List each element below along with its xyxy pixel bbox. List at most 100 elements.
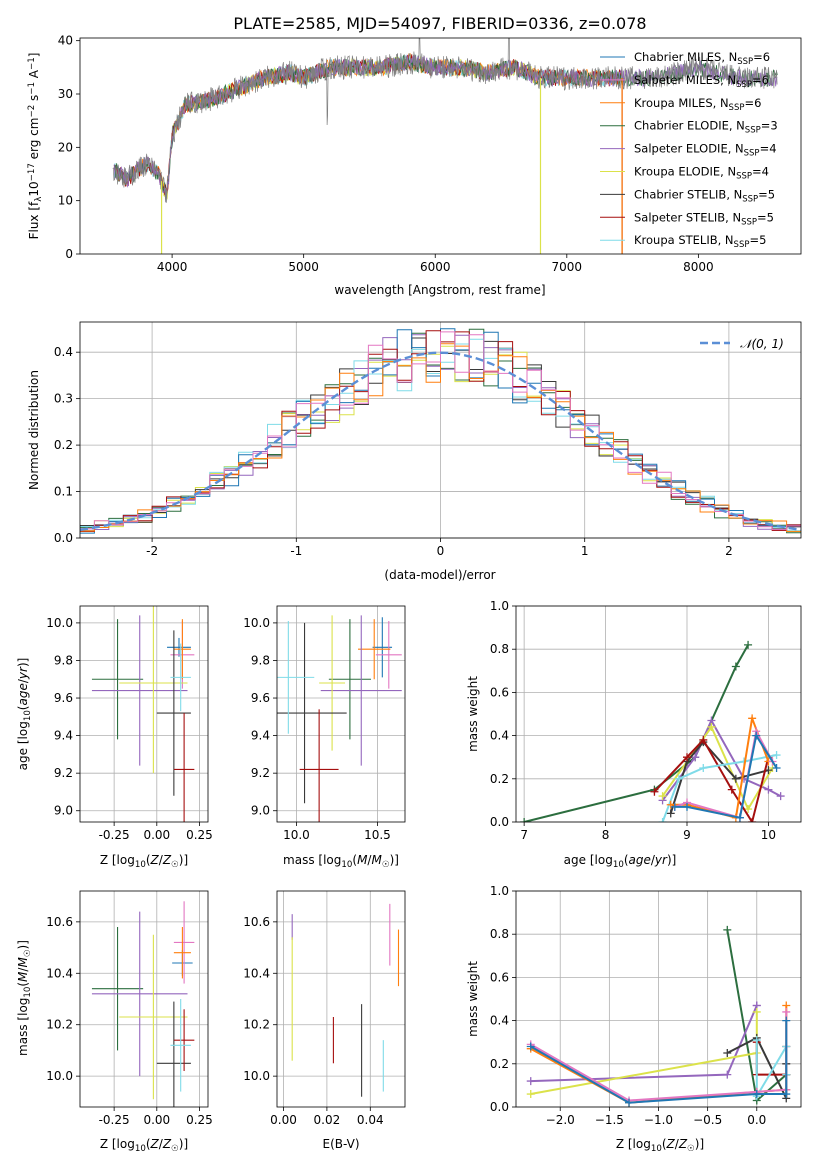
legend-label: Salpeter ELODIE, NSSP=4 (634, 142, 777, 159)
label-part: ] (27, 53, 41, 58)
x-axis-label: Z [log10(Z/Z☉)] (616, 1137, 704, 1154)
legend-label: Salpeter STELIB, NSSP=5 (634, 210, 774, 227)
plot-area (526, 925, 791, 1107)
x-tick-label: 0.00 (143, 828, 170, 842)
y-tick-label: 0.3 (54, 392, 73, 406)
x-tick-label: −2.0 (546, 1113, 575, 1127)
label-part: age (16, 683, 30, 705)
label-part: −2 (27, 105, 37, 118)
axes-frame (276, 605, 406, 823)
weight-marker-kroupa_elodie (752, 1007, 761, 1016)
weight-marker-salpeter_elodie (764, 785, 773, 794)
label-part: / (675, 1137, 680, 1151)
x-tick-label: 7 (520, 828, 528, 842)
label-part: M (16, 957, 30, 968)
legend-text: Kroupa MILES, N (634, 96, 729, 110)
label-part: ☉ (171, 1144, 179, 1154)
legend-text: Kroupa STELIB, N (634, 233, 734, 247)
legend-label: 𝒩(0, 1) (740, 337, 784, 351)
x-tick-label: 1 (581, 544, 589, 558)
y-axis-label: mass weight (466, 676, 480, 752)
legend-text: Chabrier MILES, N (634, 50, 737, 64)
label-part: mass [log (16, 998, 30, 1056)
legend-suffix: =3 (761, 119, 778, 133)
histogram-kroupa_miles (80, 343, 801, 532)
legend-label: Chabrier ELODIE, NSSP=3 (634, 119, 778, 136)
x-tick-label: 9 (683, 828, 691, 842)
y-tick-label: 0.0 (54, 531, 73, 545)
x-tick-label: −0.5 (693, 1113, 722, 1127)
x-tick-label: -2 (146, 544, 158, 558)
legend-text: Chabrier ELODIE, N (634, 119, 745, 133)
y-tick-label: 1.0 (490, 884, 509, 898)
plot-area (520, 640, 785, 822)
y-axis-label: mass [log10(M/M☉)] (16, 940, 33, 1056)
y-tick-label: 0.2 (490, 1057, 509, 1071)
label-part: / (16, 967, 30, 972)
label-part: M (16, 971, 30, 982)
legend-label: Chabrier STELIB, NSSP=5 (634, 187, 775, 204)
label-part: Z (666, 1137, 676, 1151)
label-part: ( (146, 853, 151, 867)
y-tick-label: 0.6 (490, 685, 509, 699)
label-part: Z [log (100, 1137, 135, 1151)
label-part: 10 (341, 860, 352, 870)
x-tick-label: 0 (437, 544, 445, 558)
y-tick-label: 10.6 (46, 915, 73, 929)
axes-frame (79, 605, 209, 823)
legend-label: Kroupa ELODIE, NSSP=4 (634, 165, 769, 182)
label-part: )] (179, 1137, 188, 1151)
weight-marker-chabrier_stelib (731, 774, 740, 783)
y-tick-label: 20 (58, 140, 73, 154)
weight-vs-Z-panel: −2.0 −1.5 −1.0 −0.5 0.0 0.0 0.2 0.4 0.6 0.8 1.0 mas… (466, 884, 802, 1154)
weight-marker-chabrier_miles (735, 813, 744, 822)
label-part: ( (16, 982, 30, 987)
x-tick-label: 0.0 (747, 1113, 766, 1127)
label-part: M (357, 853, 368, 867)
y-tick-label: 0.4 (490, 729, 509, 743)
legend-sub: SSP (734, 240, 750, 250)
label-part: Z (162, 1137, 172, 1151)
y-tick-label: 9.6 (54, 691, 73, 705)
y-tick-label: 0.0 (490, 1100, 509, 1114)
label-part: ( (662, 1137, 667, 1151)
y-tick-label: 0.8 (490, 642, 509, 656)
x-tick-label: -1 (290, 544, 302, 558)
y-tick-label: 9.0 (54, 804, 73, 818)
weight-marker-salpeter_elodie (723, 1070, 732, 1079)
y-tick-label: 10.0 (243, 616, 270, 630)
label-part: Z (162, 853, 172, 867)
y-tick-label: 40 (58, 34, 73, 48)
label-part: 10 (27, 181, 41, 196)
label-part: −1 (27, 82, 37, 95)
legend-suffix: =5 (758, 187, 775, 201)
weight-marker-kroupa_stelib (674, 774, 683, 783)
mass-vs-ebv-panel: 0.00 0.02 0.04 10.0 10.2 10.4 10.6 E(B-V) (243, 890, 406, 1151)
label-part: Z (150, 1137, 160, 1151)
weight-marker-salpeter_stelib (748, 818, 757, 822)
x-axis-label: wavelength [Angstrom, rest frame] (334, 283, 545, 297)
legend-suffix: =6 (744, 96, 761, 110)
weight-marker-chabrier_elodie (723, 925, 732, 934)
label-part: / (16, 678, 30, 683)
x-tick-label: -0.25 (99, 828, 130, 842)
x-tick-label: 0.02 (314, 1113, 341, 1127)
label-part: 10 (23, 987, 33, 998)
legend-sub: SSP (729, 103, 745, 113)
y-tick-label: 10.2 (46, 1018, 73, 1032)
y-tick-label: 10.0 (46, 616, 73, 630)
y-tick-label: 0.2 (490, 772, 509, 786)
weight-marker-chabrier_miles (782, 1016, 791, 1025)
x-tick-label: 10.0 (283, 828, 310, 842)
plot-area (112, 38, 778, 254)
label-part: )] (16, 940, 30, 949)
weight-marker-chabrier_elodie (744, 640, 753, 649)
weight-marker-kroupa_stelib (658, 818, 667, 822)
x-axis-label: (data-model)/error (384, 568, 495, 582)
gaussian-curve (80, 351, 801, 532)
axes-frame (515, 605, 802, 823)
x-axis-label: E(B-V) (322, 1137, 359, 1151)
weight-line-kroupa_elodie (530, 1012, 758, 1095)
y-tick-label: 9.0 (251, 804, 270, 818)
